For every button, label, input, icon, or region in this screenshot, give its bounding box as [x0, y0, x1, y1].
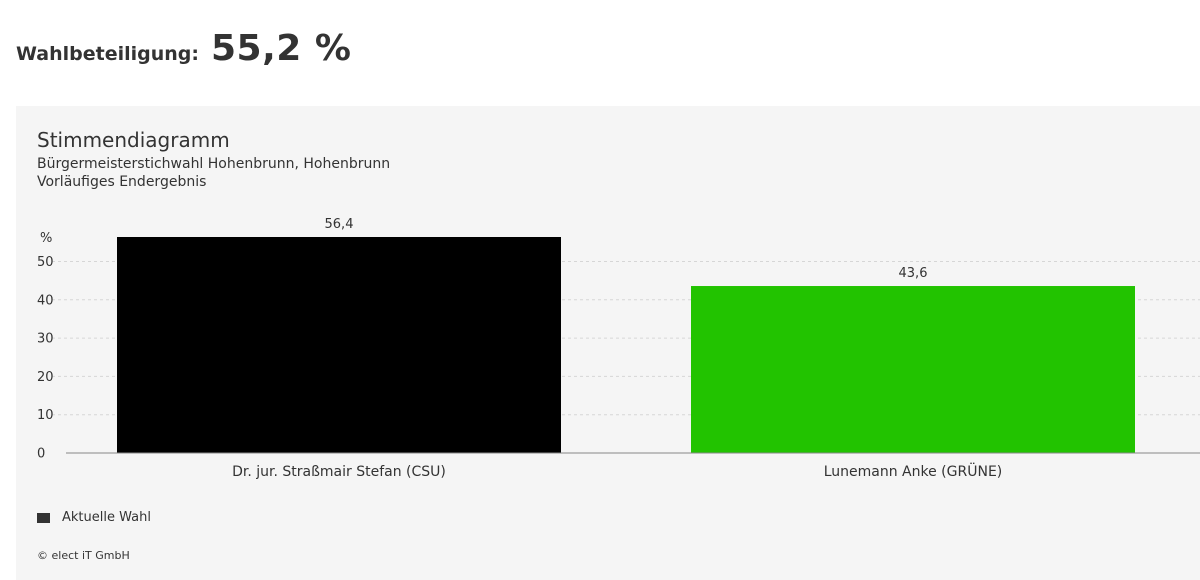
y-axis-label: %	[40, 231, 52, 246]
turnout-header: Wahlbeteiligung: 55,2 %	[16, 28, 351, 69]
bar-value-label: 56,4	[325, 217, 354, 232]
legend: Aktuelle Wahl	[37, 510, 151, 525]
chart-subtitle-line: Bürgermeisterstichwahl Hohenbrunn, Hohen…	[37, 156, 391, 172]
legend-label: Aktuelle Wahl	[62, 510, 151, 525]
bar-chart: 0 10 20 30 40 50% 56,4 Dr. jur. Straßmair Stefa…	[37, 217, 1200, 480]
x-tick-label: Dr. jur. Straßmair Stefan (CSU)	[232, 464, 446, 480]
chart-title: Stimmendiagramm	[37, 128, 230, 152]
y-tick-label: 40	[37, 293, 54, 308]
bar	[691, 286, 1135, 453]
turnout-value: 55,2 %	[211, 28, 352, 69]
legend-swatch	[37, 512, 50, 523]
x-tick-label: Lunemann Anke (GRÜNE)	[824, 462, 1003, 480]
y-tick-label: 20	[37, 370, 54, 385]
y-tick-label: 10	[37, 408, 54, 423]
y-tick-label: 50	[37, 255, 54, 270]
chart-panel: Stimmendiagramm Bürgermeisterstichwahl H…	[16, 106, 1200, 580]
bar-value-label: 43,6	[899, 266, 928, 281]
bar	[117, 237, 561, 453]
y-tick-label: 0	[37, 447, 45, 462]
y-tick-label: 30	[37, 332, 54, 347]
chart-subtitle: Bürgermeisterstichwahl Hohenbrunn, Hohen…	[37, 155, 390, 191]
copyright: © elect iT GmbH	[37, 549, 130, 562]
turnout-label: Wahlbeteiligung:	[16, 43, 199, 65]
chart-subtitle-line: Vorläufiges Endergebnis	[37, 174, 207, 190]
